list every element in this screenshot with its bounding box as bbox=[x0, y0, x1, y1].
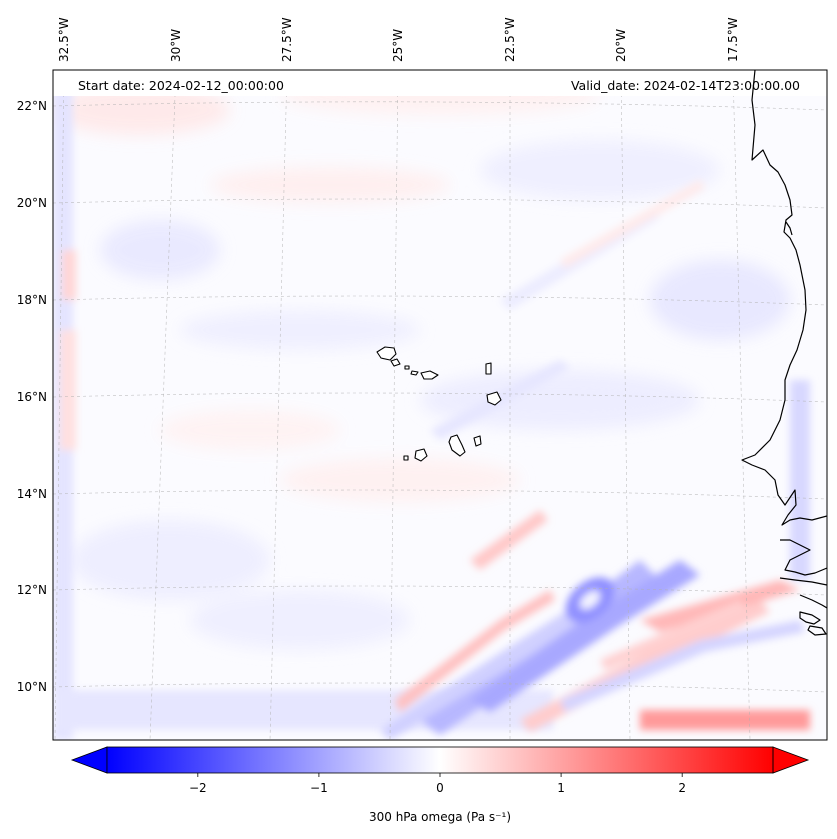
graticule bbox=[53, 70, 827, 740]
island-santa-luzia bbox=[404, 365, 410, 370]
longitude-label: 20°W bbox=[614, 29, 628, 62]
latitude-label: 12°N bbox=[17, 583, 47, 597]
longitude-labels: 32.5°W 30°W 27.5°W 25°W 22.5°W 20°W 17.5°W bbox=[57, 17, 740, 62]
colorbar-min-extend bbox=[70, 746, 108, 774]
colorbar-tick-label: −1 bbox=[310, 781, 328, 795]
valid-date-label: Valid_date: 2024-02-14T23:00:00.00 bbox=[571, 78, 800, 93]
longitude-label: 32.5°W bbox=[57, 17, 71, 62]
colorbar-ticks: −2 −1 0 1 2 bbox=[189, 773, 686, 795]
longitude-label: 25°W bbox=[391, 29, 405, 62]
colorbar-max-extend bbox=[772, 746, 810, 774]
start-date-label: Start date: 2024-02-12_00:00:00 bbox=[78, 78, 284, 93]
island-maio bbox=[473, 435, 482, 447]
coastline-island-bijagos-2 bbox=[807, 625, 827, 636]
island-santo-antao bbox=[376, 346, 397, 361]
coastline-west-africa bbox=[741, 70, 827, 609]
header-bar bbox=[53, 70, 827, 96]
colorbar-tick-label: 2 bbox=[678, 781, 686, 795]
latitude-label: 20°N bbox=[17, 196, 47, 210]
map-frame bbox=[52, 69, 828, 741]
coastline-island-bijagos bbox=[799, 611, 821, 625]
colorbar: −2 −1 0 1 2 300 hPa omega (Pa s⁻¹) bbox=[70, 746, 810, 824]
longitude-label: 22.5°W bbox=[503, 17, 517, 62]
latitude-label: 14°N bbox=[17, 487, 47, 501]
latitude-label: 22°N bbox=[17, 99, 47, 113]
omega-field bbox=[53, 70, 827, 740]
colorbar-tick-label: −2 bbox=[189, 781, 207, 795]
colorbar-tick-label: 0 bbox=[436, 781, 444, 795]
colorbar-tick-label: 1 bbox=[557, 781, 565, 795]
latitude-label: 18°N bbox=[17, 293, 47, 307]
longitude-label: 30°W bbox=[169, 29, 183, 62]
island-santiago bbox=[448, 434, 466, 457]
island-fogo bbox=[414, 448, 428, 462]
longitude-label: 17.5°W bbox=[726, 17, 740, 62]
coastline-inlet bbox=[785, 221, 793, 236]
island-boa-vista bbox=[486, 391, 502, 406]
island-sao-nicolau-2 bbox=[420, 370, 439, 380]
island-sal bbox=[485, 362, 492, 375]
longitude-label: 27.5°W bbox=[280, 17, 294, 62]
latitude-labels: 22°N 20°N 18°N 16°N 14°N 12°N 10°N bbox=[17, 99, 47, 694]
latitude-label: 10°N bbox=[17, 680, 47, 694]
island-sao-vicente bbox=[390, 358, 401, 367]
colorbar-gradient bbox=[107, 747, 773, 773]
latitude-label: 16°N bbox=[17, 390, 47, 404]
island-sao-nicolau bbox=[410, 370, 419, 376]
island-brava bbox=[403, 455, 409, 461]
colorbar-label: 300 hPa omega (Pa s⁻¹) bbox=[369, 810, 511, 824]
cape-verde-islands bbox=[376, 346, 502, 462]
